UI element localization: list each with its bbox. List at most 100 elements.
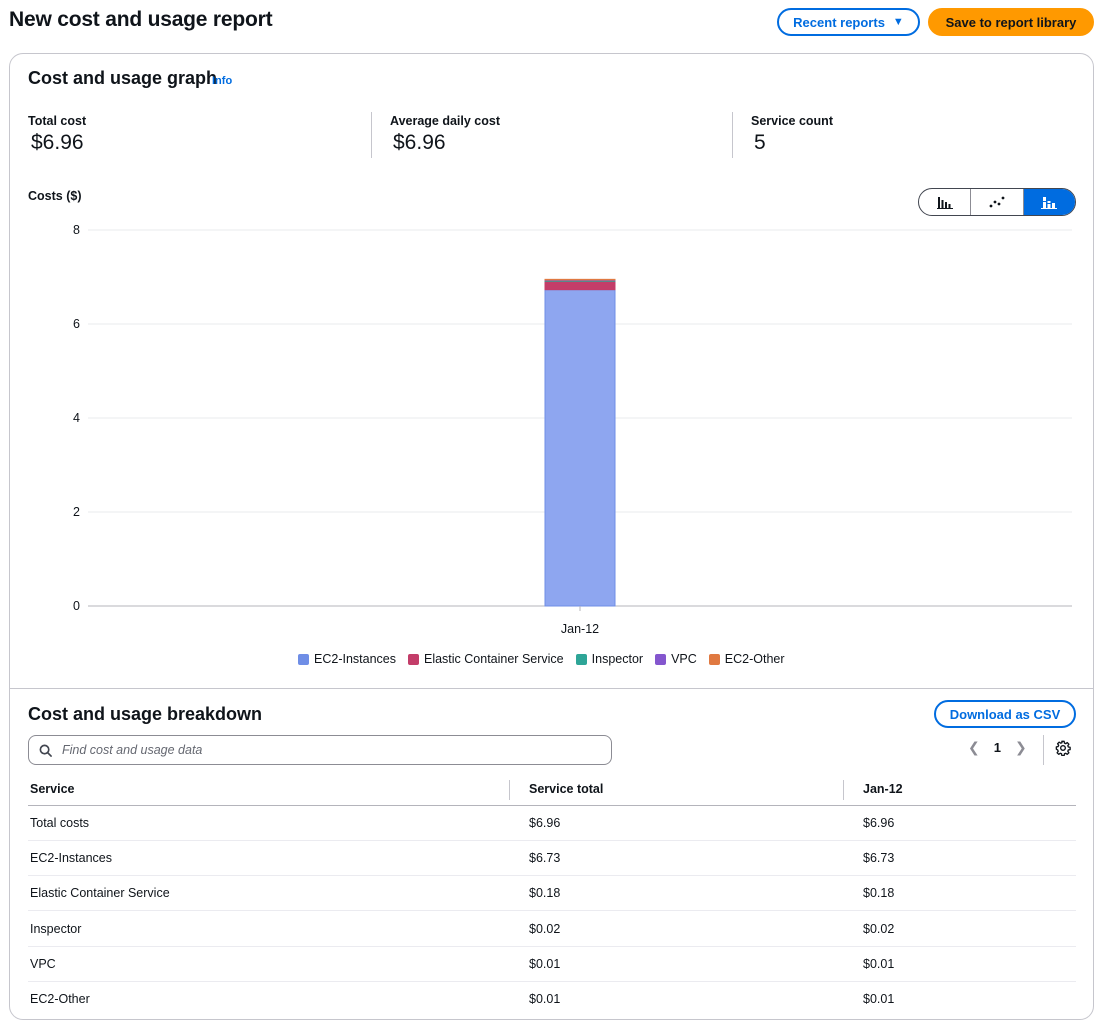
line-chart-button[interactable]	[971, 189, 1024, 215]
y-tick-label: 8	[73, 223, 80, 237]
date-cost-cell: $6.96	[861, 805, 1076, 841]
chart-type-toggle	[918, 188, 1076, 216]
line-chart-icon	[989, 196, 1005, 208]
service-cell: Inspector	[28, 910, 527, 947]
column-header-label: Service	[30, 782, 75, 797]
x-tick-label: Jan-12	[561, 622, 599, 636]
info-link[interactable]: Info	[212, 75, 233, 87]
metric-label: Total cost	[28, 114, 87, 128]
table-header-row: Service Service total Jan-12	[28, 774, 1076, 806]
metric-value: 5	[754, 131, 766, 154]
table-row: Total costs $6.96 $6.96	[28, 805, 1076, 841]
stacked-bar-chart: 0 2 4 6 8 Jan-12	[73, 223, 1072, 636]
service-total-cell: $6.73	[527, 840, 861, 877]
legend-label: EC2-Other	[724, 652, 785, 666]
metric-total-cost: Total cost $6.96	[28, 114, 86, 158]
service-cell: Elastic Container Service	[28, 875, 527, 912]
bar-segment	[544, 289, 616, 607]
metric-divider	[732, 112, 733, 158]
bar-segment	[544, 280, 616, 291]
recent-reports-button[interactable]: Recent reports ▼	[777, 8, 920, 36]
service-total-cell: $0.18	[527, 875, 861, 912]
y-tick-label: 6	[73, 317, 80, 331]
service-cell: VPC	[28, 946, 527, 982]
chart-legend: EC2-Instances Elastic Container Service In…	[298, 652, 785, 666]
legend-item[interactable]: VPC	[655, 652, 697, 666]
section-divider	[10, 688, 1093, 689]
save-to-report-library-button[interactable]: Save to report library	[928, 8, 1094, 36]
report-card: Cost and usage graph Info Total cost $6.…	[9, 53, 1094, 1020]
metric-value: $6.96	[393, 131, 446, 154]
date-cost-cell: $0.02	[861, 910, 1076, 947]
search-field[interactable]	[28, 735, 612, 765]
table-row: Elastic Container Service $0.18 $0.18	[28, 875, 1076, 912]
pagination: ❮ 1 ❯	[968, 739, 1027, 756]
breakdown-section-title: Cost and usage breakdown	[28, 704, 263, 724]
table-row: EC2-Instances $6.73 $6.73	[28, 840, 1076, 877]
legend-label: VPC	[671, 652, 697, 666]
y-tick-label: 0	[73, 599, 80, 613]
legend-swatch	[575, 653, 587, 665]
legend-item[interactable]: Elastic Container Service	[407, 652, 564, 666]
date-cost-cell: $0.18	[861, 875, 1076, 912]
legend-swatch	[407, 653, 419, 665]
date-cost-cell: $0.01	[861, 946, 1076, 982]
caret-down-icon: ▼	[892, 16, 904, 28]
breakdown-table: Service Service total Jan-12 Total costs…	[28, 774, 1076, 1017]
y-tick-label: 2	[73, 505, 80, 519]
service-cell: EC2-Instances	[28, 840, 527, 877]
bar-segment	[544, 278, 616, 281]
bar-chart-button[interactable]	[919, 189, 972, 215]
service-cell: Total costs	[28, 805, 527, 841]
legend-swatch	[708, 653, 720, 665]
legend-swatch	[655, 653, 667, 665]
y-tick-label: 4	[73, 411, 80, 425]
column-divider	[843, 780, 844, 800]
metric-divider	[371, 112, 372, 158]
metric-value: $6.96	[31, 131, 84, 154]
legend-label: Elastic Container Service	[423, 652, 564, 666]
metric-service-count: Service count 5	[751, 114, 833, 158]
column-header-label: Jan-12	[863, 782, 903, 797]
legend-swatch	[298, 653, 309, 665]
table-row: Inspector $0.02 $0.02	[28, 910, 1076, 947]
chevron-left-icon[interactable]: ❮	[968, 739, 980, 755]
column-header-jan-12[interactable]: Jan-12	[843, 774, 1076, 806]
column-header-service-total[interactable]: Service total	[509, 774, 861, 806]
table-row: VPC $0.01 $0.01	[28, 946, 1076, 982]
download-csv-button[interactable]: Download as CSV	[934, 700, 1076, 728]
graph-section-title: Cost and usage graph	[28, 68, 218, 88]
gear-icon	[1055, 740, 1071, 757]
search-input[interactable]	[60, 742, 580, 758]
service-total-cell: $0.02	[527, 910, 861, 947]
metric-label: Service count	[751, 114, 833, 128]
y-axis-title: Costs ($)	[28, 189, 82, 203]
column-header-label: Service total	[529, 782, 604, 797]
legend-item[interactable]: EC2-Other	[708, 652, 785, 666]
service-total-cell: $6.96	[527, 805, 861, 841]
pager-divider	[1043, 735, 1044, 765]
bar-chart-icon	[936, 197, 953, 209]
page-number[interactable]: 1	[993, 740, 1001, 755]
service-total-cell: $0.01	[529, 992, 561, 1007]
date-cost-cell: $0.01	[863, 992, 895, 1007]
chevron-right-icon[interactable]: ❯	[1014, 739, 1027, 755]
date-cost-cell: $6.73	[861, 840, 1076, 877]
metric-label: Average daily cost	[390, 114, 501, 128]
table-row: EC2-Other $0.01 $0.01	[28, 981, 1076, 1016]
recent-reports-label: Recent reports	[793, 14, 885, 30]
column-divider	[509, 780, 510, 800]
metric-average-daily-cost: Average daily cost $6.96	[390, 114, 500, 158]
legend-label: Inspector	[591, 652, 644, 666]
stacked-bar-chart-icon	[1041, 197, 1058, 209]
service-total-cell: $0.01	[527, 946, 861, 982]
legend-item[interactable]: Inspector	[575, 652, 644, 666]
settings-button[interactable]	[1055, 740, 1071, 761]
service-cell: EC2-Other	[30, 992, 90, 1007]
legend-item[interactable]: EC2-Instances	[298, 652, 396, 666]
search-icon	[39, 744, 52, 757]
legend-label: EC2-Instances	[314, 652, 396, 666]
column-header-service[interactable]: Service	[28, 774, 527, 806]
stacked-bar-chart-button[interactable]	[1023, 189, 1075, 215]
page-title: New cost and usage report	[9, 8, 273, 31]
